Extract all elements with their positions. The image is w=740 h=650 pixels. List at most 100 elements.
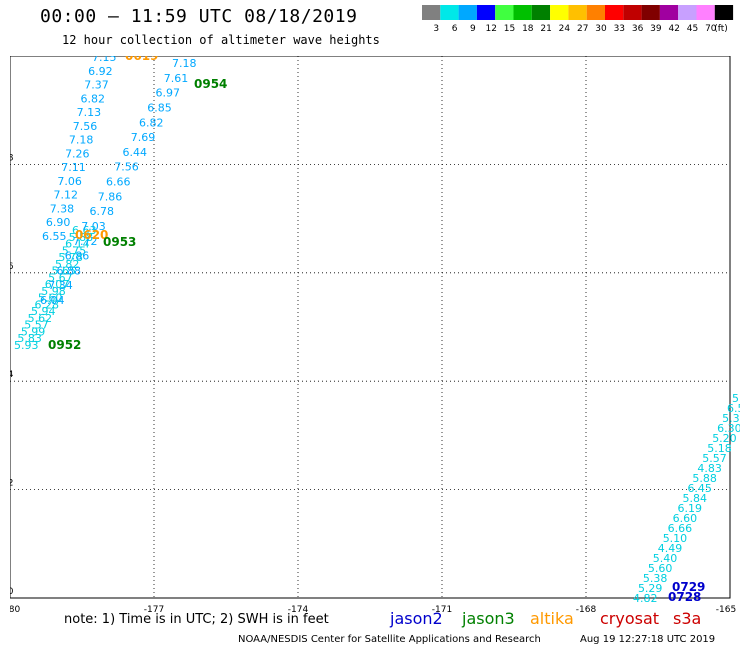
legend-label: 12	[485, 24, 496, 34]
wave-height-value: 6.44	[123, 146, 148, 159]
satellite-cryosat: cryosat	[600, 609, 660, 628]
satellite-s3a: s3a	[673, 609, 702, 628]
wave-height-value: 4.83	[697, 462, 722, 475]
wave-height-value: 7.18	[172, 57, 197, 70]
color-legend: 3 6 9 12 15 18 21 24 27 30 33 36 39 42 45 70(ft)	[422, 5, 734, 34]
wave-height-value: 7.06	[57, 175, 81, 188]
wave-height-value: 7.56	[73, 120, 98, 133]
wave-height-value: 6.66	[668, 522, 693, 535]
lat-tick-label: 32	[10, 479, 13, 489]
wave-height-value: 6.97	[156, 87, 181, 100]
legend-swatch	[605, 5, 624, 20]
wave-height-value: 5.78	[58, 251, 82, 264]
lat-tick-label: 34	[10, 370, 14, 380]
wave-height-value: 5.57	[702, 452, 727, 465]
wave-height-value: 5.10	[663, 532, 688, 545]
map-title: 00:00 — 11:59 UTC 08/18/2019	[40, 6, 358, 27]
wave-height-value: 7.72	[73, 235, 98, 248]
legend-swatch	[623, 5, 642, 20]
wave-height-value: 7.13	[77, 106, 102, 119]
wave-height-value: 5.88	[69, 231, 94, 244]
legend-swatch	[440, 5, 459, 20]
wave-height-value: 6.85	[147, 101, 172, 114]
legend-unit: (ft)	[714, 24, 728, 34]
wave-height-value: 5.20	[712, 432, 737, 445]
wave-height-value: 6.28	[34, 298, 59, 311]
pass-time-label: 0953	[103, 235, 136, 249]
legend-label: 24	[559, 24, 571, 34]
legend-swatch	[659, 5, 679, 20]
legend-swatch	[531, 5, 551, 20]
lon-tick-label: -180	[10, 605, 20, 615]
wave-height-value: 7.12	[54, 189, 79, 202]
satellite-jason2: jason2	[390, 609, 443, 628]
lon-tick-label: -165	[716, 605, 736, 615]
pass-time-label: 0729	[672, 580, 705, 594]
axis-ticks: -180-177-174-171-168-165303234363840	[10, 153, 736, 615]
wave-height-value: 7.61	[164, 72, 189, 85]
wave-height-value: 5.84	[683, 492, 708, 505]
wave-height-value: 6.14	[65, 238, 90, 251]
wave-height-value: 5.60	[648, 562, 673, 575]
wave-height-value: 5.83	[17, 332, 42, 345]
wave-height-value: 4.82	[633, 592, 658, 605]
lat-tick-label: 38	[10, 153, 14, 163]
wave-height-value: 7.11	[61, 161, 86, 174]
wave-height-value: 6.55	[42, 230, 67, 243]
grid	[10, 56, 731, 599]
lon-tick-label: -177	[144, 605, 164, 615]
wave-height-value: 5.65	[52, 265, 77, 278]
legend-label: 15	[504, 24, 515, 34]
legend-swatch	[495, 5, 514, 20]
legend-label: 21	[540, 24, 551, 34]
legend-label: 45	[687, 24, 698, 34]
wave-height-value: 6.92	[88, 65, 113, 78]
legend-label: 9	[470, 24, 476, 34]
wave-height-value: 5.60	[38, 292, 63, 305]
legend-swatch	[586, 5, 605, 20]
wave-height-value: 6.66	[106, 176, 131, 189]
map-subtitle: 12 hour collection of altimeter wave hei…	[62, 33, 380, 47]
wave-height-value: 5	[732, 392, 739, 405]
legend-swatch	[513, 5, 532, 20]
wave-height-value: 6.19	[678, 502, 703, 515]
map-frame	[10, 56, 731, 599]
legend-swatch	[641, 5, 660, 20]
wave-height-value: 5.29	[638, 582, 663, 595]
wave-height-value: 7.34	[48, 279, 73, 292]
legend-label: 39	[650, 24, 662, 34]
wave-height-map: -180-177-174-171-168-165303234363840 5.9…	[10, 56, 740, 615]
legend-swatch	[714, 5, 734, 20]
wave-height-value: 7.37	[84, 79, 109, 92]
wave-height-value: 7.03	[81, 220, 106, 233]
wave-height-value: 5.38	[643, 572, 668, 585]
wave-height-value: 6.30	[717, 422, 740, 435]
wave-height-value: 6.45	[687, 482, 712, 495]
legend-label: 27	[577, 24, 588, 34]
legend-swatch	[568, 5, 587, 20]
wave-height-value: 5.62	[28, 312, 52, 325]
wave-height-value: 5.18	[707, 442, 732, 455]
pass-time-label: 0619	[125, 56, 158, 63]
wave-height-value: 5.75	[62, 244, 87, 257]
legend-label: 42	[668, 24, 679, 34]
wave-height-value: 6.60	[673, 512, 698, 525]
wave-height-value: 5.99	[21, 325, 46, 338]
wave-height-value: 5.31	[722, 412, 740, 425]
altimeter-tracks: 5.935.835.995.575.625.946.285.605.986.07…	[14, 56, 740, 605]
wave-height-value: 5.98	[41, 285, 65, 298]
legend-swatch	[458, 5, 477, 20]
legend-label: 70	[705, 24, 717, 34]
wave-height-value: 5.93	[14, 339, 39, 352]
wave-height-value: 6.88	[57, 264, 82, 277]
satellite-altika: altika	[530, 609, 574, 628]
wave-height-value: 6.78	[90, 205, 115, 218]
wave-height-value: 5.88	[692, 472, 717, 485]
wave-height-value: 7.38	[50, 202, 75, 215]
wave-height-value: 7.86	[98, 190, 123, 203]
legend-swatch	[550, 5, 569, 20]
lat-tick-label: 36	[10, 262, 14, 272]
footer-note: note: 1) Time is in UTC; 2) SWH is in fe…	[64, 612, 329, 627]
wave-height-value: 6.82	[139, 116, 164, 129]
